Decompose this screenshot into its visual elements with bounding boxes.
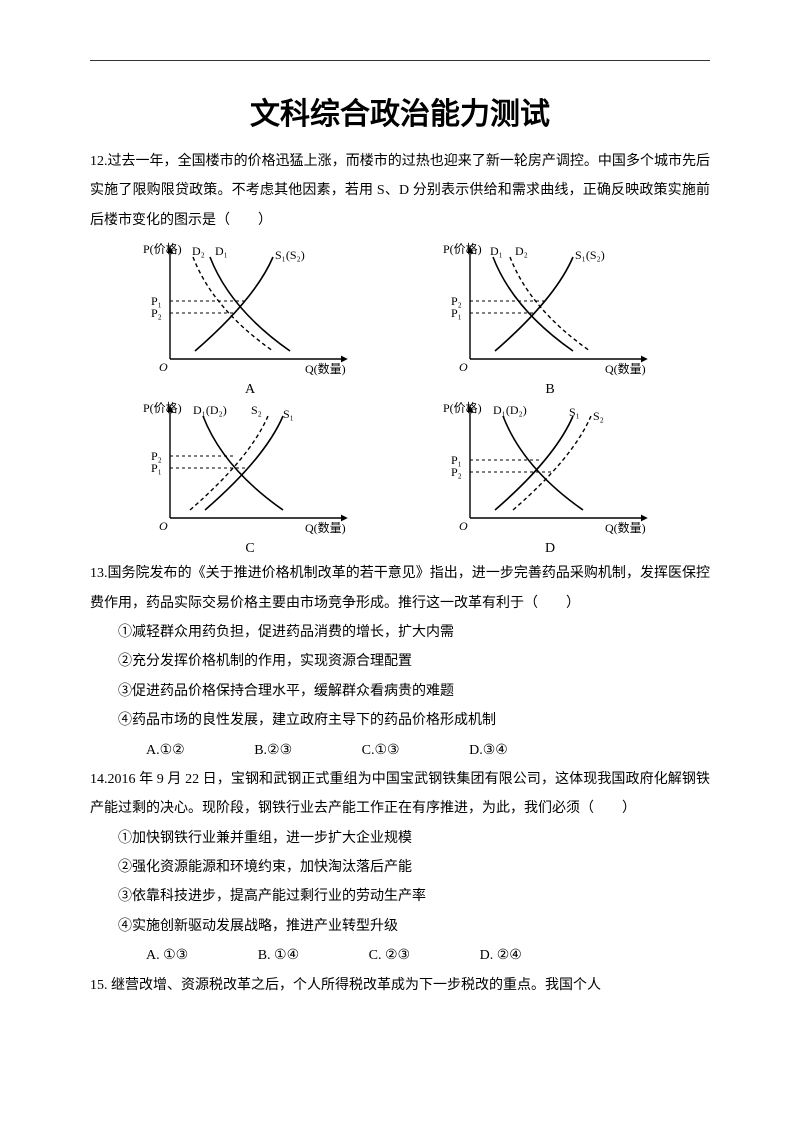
svg-text:P(价格): P(价格) <box>443 241 482 256</box>
q14-opt1: ①加快钢铁行业兼并重组，进一步扩大企业规模 <box>90 824 710 853</box>
chart-B-P1: P₁ <box>451 306 462 320</box>
q12-num: 12. <box>90 154 108 169</box>
chart-B-D1: D₁ <box>490 244 503 258</box>
q13-body: 国务院发布的《关于推进价格机制改革的若干意见》指出，进一步完善药品采购机制，发挥… <box>90 566 710 610</box>
q13-choice-D: D.③④ <box>441 736 508 765</box>
top-rule <box>90 60 710 61</box>
chart-C-S1: S₁ <box>283 407 294 421</box>
chart-C-label: C <box>120 541 380 557</box>
axis-x-label: Q(数量) <box>305 361 346 376</box>
chart-A-D1: D₁ <box>215 244 228 258</box>
chart-A-D2: D₂ <box>192 244 205 258</box>
q13-opt1: ①减轻群众用药负担，促进药品消费的增长，扩大内需 <box>90 618 710 647</box>
q15-body: 继营改增、资源税改革之后，个人所得税改革成为下一步税改的重点。我国个人 <box>111 978 601 993</box>
q14-opt4: ④实施创新驱动发展战略，推进产业转型升级 <box>90 912 710 941</box>
svg-text:O: O <box>459 519 468 533</box>
chart-A-block: P(价格) Q(数量) O D₂ D₁ S₁(S₂) P₁ P₂ A <box>120 239 380 398</box>
svg-text:P(价格): P(价格) <box>143 400 182 415</box>
chart-B-D2: D₂ <box>515 244 528 258</box>
q14-text: 14.2016 年 9 月 22 日，宝钢和武钢正式重组为中国宝武钢铁集团有限公… <box>90 765 710 824</box>
q13-num: 13. <box>90 566 108 581</box>
svg-text:O: O <box>159 519 168 533</box>
q13-choice-C: C.①③ <box>334 736 400 765</box>
document-page: 文科综合政治能力测试 12.过去一年，全国楼市的价格迅猛上涨，而楼市的过热也迎来… <box>0 0 800 1132</box>
svg-text:Q(数量): Q(数量) <box>605 520 646 535</box>
q13-opt2: ②充分发挥价格机制的作用，实现资源合理配置 <box>90 647 710 676</box>
q13-opt3: ③促进药品价格保持合理水平，缓解群众看病贵的难题 <box>90 677 710 706</box>
q14-num: 14. <box>90 772 108 787</box>
q14-choice-D: D. ②④ <box>452 941 522 970</box>
q14-choice-C: C. ②③ <box>341 941 410 970</box>
q14-choice-A: A. ①③ <box>118 941 188 970</box>
chart-A-P2: P₂ <box>151 306 162 320</box>
chart-C-S2: S₂ <box>251 403 262 417</box>
q12-body: 过去一年，全国楼市的价格迅猛上涨，而楼市的过热也迎来了新一轮房产调控。中国多个城… <box>90 154 710 228</box>
q14-choice-B: B. ①④ <box>230 941 299 970</box>
chart-B-svg: P(价格) Q(数量) O D₁ D₂ S₁(S₂) P₂ P₁ <box>435 239 665 379</box>
svg-text:O: O <box>459 360 468 374</box>
chart-D-P2: P₂ <box>451 465 462 479</box>
q15-text: 15. 继营改增、资源税改革之后，个人所得税改革成为下一步税改的重点。我国个人 <box>90 971 710 1000</box>
q14-choices: A. ①③ B. ①④ C. ②③ D. ②④ <box>90 941 710 970</box>
chart-D-svg: P(价格) Q(数量) O D₁(D₂) S₁ S₂ P₁ P₂ <box>435 398 665 538</box>
chart-B-block: P(价格) Q(数量) O D₁ D₂ S₁(S₂) P₂ P₁ B <box>420 239 680 398</box>
q13-choice-A: A.①② <box>118 736 185 765</box>
q12-text: 12.过去一年，全国楼市的价格迅猛上涨，而楼市的过热也迎来了新一轮房产调控。中国… <box>90 147 710 235</box>
q14-opt2: ②强化资源能源和环境约束，加快淘汰落后产能 <box>90 853 710 882</box>
q13-choice-B: B.②③ <box>226 736 292 765</box>
svg-text:P(价格): P(价格) <box>443 400 482 415</box>
q13-text: 13.国务院发布的《关于推进价格机制改革的若干意见》指出，进一步完善药品采购机制… <box>90 559 710 618</box>
svg-text:Q(数量): Q(数量) <box>605 361 646 376</box>
q15-num: 15. <box>90 978 111 993</box>
chart-A-S: S₁(S₂) <box>275 248 305 262</box>
chart-C-D: D₁(D₂) <box>193 403 227 417</box>
charts-row-1: P(价格) Q(数量) O D₂ D₁ S₁(S₂) P₁ P₂ A <box>90 239 710 557</box>
q13-opt4: ④药品市场的良性发展，建立政府主导下的药品价格形成机制 <box>90 706 710 735</box>
axis-origin: O <box>159 360 168 374</box>
q14-opt3: ③依靠科技进步，提高产能过剩行业的劳动生产率 <box>90 882 710 911</box>
chart-B-S: S₁(S₂) <box>575 248 605 262</box>
q13-choices: A.①② B.②③ C.①③ D.③④ <box>90 736 710 765</box>
chart-C-block: P(价格) Q(数量) O D₁(D₂) S₂ S₁ P₂ P₁ C <box>120 398 380 557</box>
chart-D-label: D <box>420 541 680 557</box>
chart-C-svg: P(价格) Q(数量) O D₁(D₂) S₂ S₁ P₂ P₁ <box>135 398 365 538</box>
chart-A-label: A <box>120 382 380 398</box>
chart-D-D: D₁(D₂) <box>493 403 527 417</box>
q14-body: 2016 年 9 月 22 日，宝钢和武钢正式重组为中国宝武钢铁集团有限公司，这… <box>90 772 710 816</box>
axis-y-label: P(价格) <box>143 241 182 256</box>
chart-D-S1: S₁ <box>569 405 580 419</box>
chart-D-S2: S₂ <box>593 409 604 423</box>
chart-D-block: P(价格) Q(数量) O D₁(D₂) S₁ S₂ P₁ P₂ D <box>420 398 680 557</box>
chart-B-label: B <box>420 382 680 398</box>
chart-C-P1: P₁ <box>151 461 162 475</box>
page-title: 文科综合政治能力测试 <box>90 89 710 133</box>
svg-text:Q(数量): Q(数量) <box>305 520 346 535</box>
chart-A-svg: P(价格) Q(数量) O D₂ D₁ S₁(S₂) P₁ P₂ <box>135 239 365 379</box>
